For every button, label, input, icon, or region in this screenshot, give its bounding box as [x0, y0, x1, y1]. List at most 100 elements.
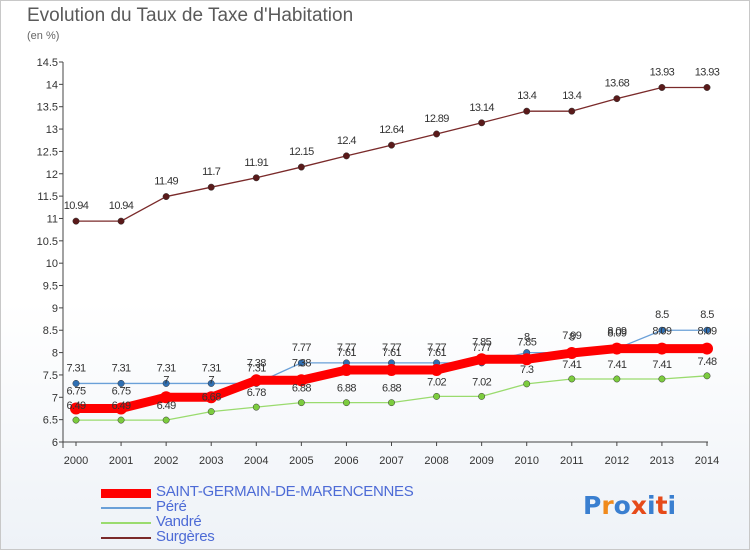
data-label: 7.99 [562, 330, 581, 342]
data-label: 7.77 [337, 342, 356, 354]
data-point-1 [703, 326, 711, 334]
y-tick-label: 14 [46, 79, 58, 91]
data-point-2 [658, 375, 666, 383]
data-point-3 [72, 217, 80, 225]
data-label: 6.78 [247, 387, 266, 399]
data-label: 6.75 [66, 385, 85, 397]
data-point-2 [117, 416, 125, 424]
data-label: 7.31 [202, 362, 221, 374]
data-point-0 [655, 342, 668, 355]
data-label: 6.68 [202, 392, 221, 404]
y-tick-label: 6.5 [43, 415, 58, 427]
logo-letter: x [630, 491, 647, 520]
data-label: 11.49 [154, 176, 178, 188]
x-tick-label: 2003 [199, 455, 223, 467]
data-point-0 [340, 364, 353, 377]
series-line-3 [76, 86, 707, 222]
data-point-3 [162, 193, 170, 201]
data-label: 13.68 [605, 78, 630, 90]
data-point-1 [658, 326, 666, 334]
data-point-3 [478, 119, 486, 127]
data-point-3 [658, 84, 666, 91]
data-point-0 [565, 347, 578, 360]
y-tick-label: 6 [52, 437, 58, 449]
data-label: 12.4 [337, 135, 356, 147]
data-label: 7.02 [427, 376, 446, 388]
x-tick-label: 2010 [514, 455, 538, 467]
data-point-0 [160, 391, 173, 404]
data-label: 6.88 [337, 383, 356, 395]
data-label: 8.5 [700, 309, 714, 321]
data-label: 12.64 [379, 124, 404, 136]
y-tick-label: 11.5 [37, 191, 58, 203]
data-point-2 [297, 399, 305, 407]
data-point-1 [117, 379, 125, 387]
data-point-3 [433, 130, 441, 138]
data-label: 13.93 [695, 66, 720, 78]
data-label: 7.77 [427, 342, 446, 354]
x-tick-label: 2008 [424, 455, 448, 467]
data-label: 13.4 [517, 90, 536, 102]
data-label: 7.31 [247, 362, 266, 374]
data-point-0 [205, 391, 218, 404]
logo-letter: i [667, 491, 677, 520]
legend-label: SAINT-GERMAIN-DE-MARENCENNES [156, 483, 414, 500]
data-label: 7 [208, 374, 214, 386]
data-label: 7.31 [66, 362, 85, 374]
data-point-3 [342, 152, 350, 160]
data-point-2 [72, 416, 80, 424]
data-point-0 [70, 402, 82, 415]
chart-subtitle: (en %) [27, 30, 60, 42]
data-point-3 [523, 107, 531, 115]
data-point-2 [478, 392, 486, 400]
data-label: 8.09 [607, 326, 626, 338]
y-tick-label: 8.5 [43, 325, 58, 337]
y-tick-label: 12 [46, 169, 58, 181]
data-label: 6.49 [66, 400, 85, 412]
data-label: 6.49 [112, 400, 131, 412]
data-point-3 [388, 141, 395, 149]
data-point-3 [613, 95, 621, 103]
data-point-0 [430, 364, 443, 377]
data-label: 7.85 [472, 336, 491, 348]
data-label: 8 [524, 332, 530, 344]
data-label: 7.61 [337, 347, 356, 359]
y-tick-label: 7.5 [43, 370, 58, 382]
data-label: 6.88 [292, 383, 311, 395]
data-label: 7.61 [382, 347, 401, 359]
y-tick-label: 12.5 [37, 146, 58, 158]
data-label: 13.14 [469, 102, 494, 114]
data-label: 11.91 [244, 157, 268, 169]
data-point-3 [297, 163, 305, 171]
data-point-2 [568, 375, 576, 383]
data-label: 6.88 [382, 383, 401, 395]
y-tick-label: 10 [46, 258, 58, 270]
data-label: 8 [569, 332, 575, 344]
data-label: 7.31 [157, 362, 176, 374]
data-point-0 [610, 342, 623, 355]
data-label: 11.7 [202, 166, 221, 178]
legend-label: Péré [156, 498, 187, 515]
data-point-2 [613, 375, 621, 383]
legend-swatch [101, 537, 151, 539]
data-point-3 [117, 217, 125, 225]
data-point-1 [72, 379, 80, 387]
data-label: 12.15 [289, 146, 314, 158]
data-point-3 [252, 174, 260, 182]
x-tick-label: 2000 [64, 455, 88, 467]
y-tick-label: 9.5 [43, 281, 58, 293]
x-tick-label: 2007 [379, 455, 403, 467]
proxiti-logo: Proxiti [583, 491, 676, 520]
data-point-0 [520, 353, 533, 366]
data-label: 7.38 [247, 357, 266, 369]
logo-letter: i [647, 491, 656, 520]
data-point-0 [295, 374, 308, 387]
data-label: 8.09 [652, 326, 671, 338]
legend-label: Vandré [156, 513, 202, 530]
data-point-2 [388, 399, 395, 407]
x-tick-label: 2004 [244, 455, 268, 467]
data-label: 7.61 [427, 347, 446, 359]
y-tick-label: 13.5 [37, 102, 58, 114]
y-tick-label: 8 [52, 348, 58, 360]
